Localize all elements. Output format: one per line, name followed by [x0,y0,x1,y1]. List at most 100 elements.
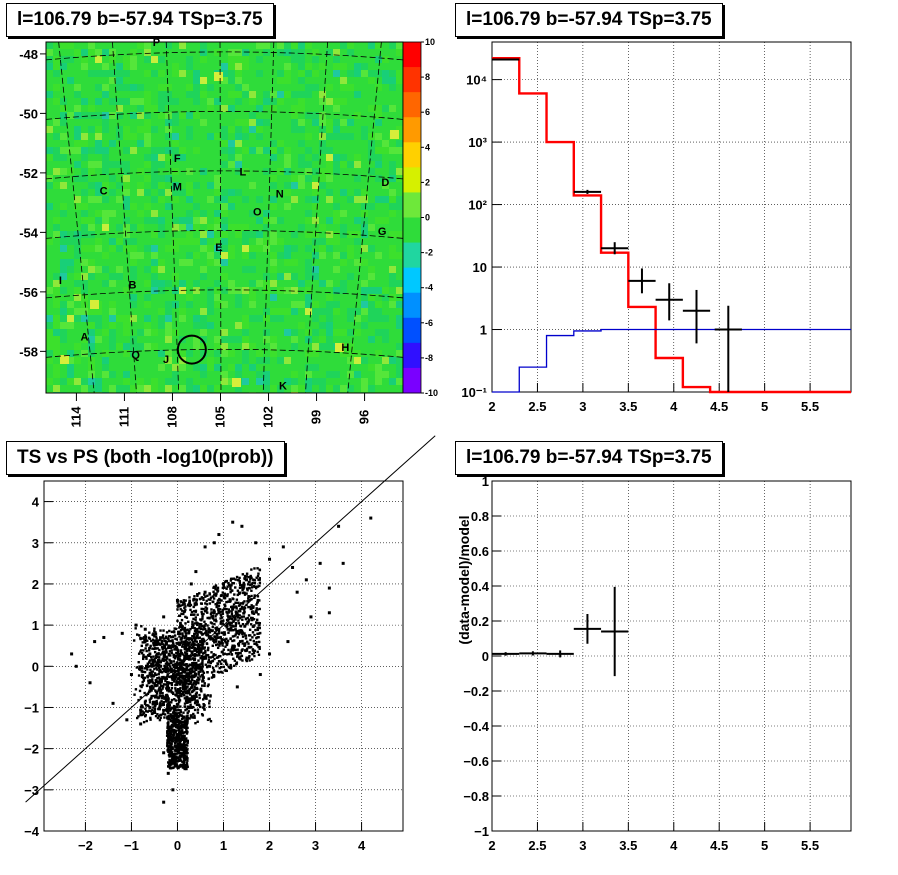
scatter-cloud-point [156,713,159,716]
scatter-cloud-point [211,666,215,670]
heatmap-cell [81,217,88,224]
scatter-cloud-point [195,630,198,633]
scatter-cloud-point [165,657,169,660]
heatmap-cell [221,84,228,91]
heatmap-cell [172,238,179,245]
heatmap-cell [375,329,382,336]
heatmap-cell [123,196,130,203]
heatmap-cell [158,168,165,175]
heatmap-cell [312,301,319,308]
scatter-cloud-point [202,703,205,706]
heatmap-cell [319,315,326,322]
heatmap-cell [256,42,263,49]
heatmap-cell [172,112,179,119]
scatter-cloud-point [237,656,241,659]
scatter-cloud-point [232,644,236,647]
heatmap-cell [74,343,81,350]
scatter-cloud-point [139,711,142,715]
scatter-cloud-point [216,646,220,650]
scatter-cloud-point [241,623,245,626]
scatter-cloud-point [192,637,196,640]
heatmap-cell [312,280,319,287]
scatter-cloud-point [201,633,204,636]
scatter-cloud-point [188,600,191,603]
scatter-cloud-point [217,629,221,633]
heatmap-cell [340,105,347,112]
heatmap-cell [74,252,81,259]
heatmap-cell [74,308,81,315]
heatmap-cell [123,42,130,49]
heatmap-cell [361,161,368,168]
heatmap-cell [81,343,88,350]
scatter-cloud-point [210,671,214,674]
scatter-cloud-point [195,598,198,602]
scatter-cloud-point [231,635,235,638]
scatter-cloud-point [211,629,214,632]
heatmap-cell [312,84,319,91]
heatmap-cell [319,70,326,77]
heatmap-cell [312,378,319,385]
heatmap-cell [277,133,284,140]
heatmap-cell [270,84,277,91]
heatmap-cell [389,357,396,364]
heatmap-cell [270,77,277,84]
heatmap-cell [130,196,137,203]
heatmap-cell [95,280,102,287]
heatmap-cell [242,371,249,378]
scatter-cloud-point [197,642,200,646]
scatter-cloud-point [137,634,141,637]
heatmap-cell [109,175,116,182]
heatmap-cell [60,168,67,175]
heatmap-cell [333,280,340,287]
heatmap-cell [354,182,361,189]
heatmap-cell [186,161,193,168]
heatmap-cell [207,189,214,196]
heatmap-cell [361,245,368,252]
scatter-cloud-point [198,654,201,657]
scatter-cloud-point [142,720,146,724]
scatter-cloud-point [177,700,181,704]
heatmap-cell [235,182,242,189]
heatmap-cell [340,259,347,266]
heatmap-cell [186,70,193,77]
scatter-cloud-point [230,629,233,632]
heatmap-cell [277,336,284,343]
heatmap-cell [347,280,354,287]
heatmap-cell [137,238,144,245]
heatmap-cell [88,105,95,112]
heatmap-hot-spot [335,343,344,352]
heatmap-cell [123,329,130,336]
scatter-cloud-point [186,726,189,730]
heatmap-cell [53,84,60,91]
heatmap-cell [305,77,312,84]
heatmap-cell [382,322,389,329]
scatter-cloud-point [169,719,173,723]
heatmap-cell [53,280,60,287]
heatmap-cell [200,371,207,378]
heatmap-cell [277,301,284,308]
scatter-cloud-point [183,603,186,606]
scatter-cloud-point [215,656,219,659]
heatmap-cell [270,161,277,168]
heatmap-cell [46,329,53,336]
heatmap-cell [158,112,165,119]
scatter-cloud-point [215,604,219,607]
heatmap-cell [95,154,102,161]
scatter-cloud-point [216,601,219,605]
heatmap-cell [221,42,228,49]
heatmap-cell [375,63,382,70]
scatter-cloud-point [253,649,256,653]
scatter-cloud-point [158,663,161,667]
heatmap-cell [221,112,228,119]
scatter-cloud-point [257,578,260,581]
heatmap-cell [319,217,326,224]
heatmap-cell [382,385,389,392]
scatter-cloud-point [154,678,158,682]
heatmap-cell [53,56,60,63]
heatmap-cell [382,315,389,322]
scatter-cloud-point [233,617,237,620]
scatter-cloud-point [186,711,189,715]
heatmap-cell [130,77,137,84]
heatmap-cell [165,140,172,147]
heatmap-cell [165,210,172,217]
